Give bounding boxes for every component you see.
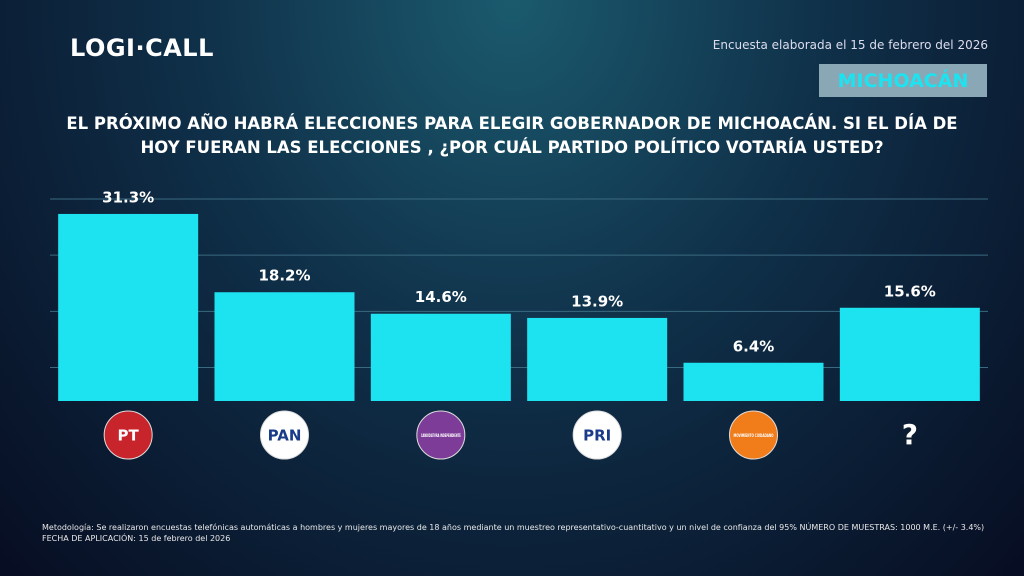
bar <box>370 313 511 401</box>
value-label: 18.2% <box>258 267 310 285</box>
party-logo <box>260 410 309 460</box>
region-badge: MICHOACÁN <box>819 64 987 97</box>
bar <box>214 292 355 401</box>
bar <box>58 213 199 401</box>
party-name: PRI <box>583 427 611 445</box>
bar <box>683 362 824 401</box>
chart-title: EL PRÓXIMO AÑO HABRÁ ELECCIONES PARA ELE… <box>66 114 958 157</box>
value-label: 6.4% <box>733 337 775 355</box>
party-name: PT <box>118 427 140 445</box>
party-logo <box>729 410 778 460</box>
party-name: PAN <box>268 427 302 445</box>
party-logo <box>572 410 622 460</box>
bar <box>839 307 980 401</box>
brand-logo: LOGI·CALL <box>70 34 214 62</box>
methodology: Metodología: Se realizaron encuestas tel… <box>42 523 985 532</box>
party-logo <box>103 410 153 460</box>
value-label: 15.6% <box>884 282 936 300</box>
party-name: MOVIMIENTO CIUDADANO <box>734 433 774 438</box>
footer: Metodología: Se realizaron encuestas tel… <box>42 522 1002 544</box>
value-label: 31.3% <box>102 188 154 206</box>
application-date: FECHA DE APLICACIÓN: 15 de febrero del 2… <box>42 534 231 543</box>
value-label: 13.9% <box>571 292 623 310</box>
party-name: ? <box>902 418 918 451</box>
bar <box>527 317 668 401</box>
survey-note: Encuesta elaborada el 15 de febrero del … <box>712 38 988 52</box>
party-logo <box>416 410 466 460</box>
party-name: CANDIDATURA INDEPENDIENTE <box>421 433 461 438</box>
value-label: 14.6% <box>415 288 467 306</box>
